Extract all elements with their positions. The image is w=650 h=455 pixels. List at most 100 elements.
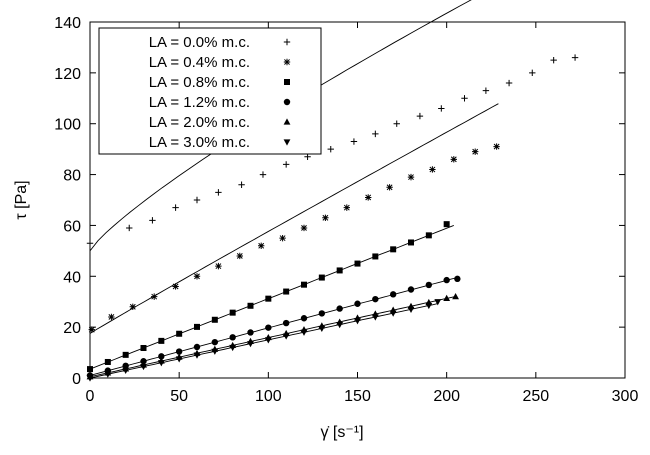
data-point — [386, 184, 393, 191]
data-point — [365, 194, 372, 201]
legend-label: LA = 0.4% m.c. — [149, 54, 250, 71]
data-point — [322, 214, 329, 221]
x-tick-label: 100 — [255, 388, 282, 405]
data-point — [493, 143, 500, 150]
data-point — [454, 275, 461, 283]
data-point — [550, 56, 557, 64]
y-tick-label: 0 — [72, 371, 81, 388]
x-axis-label: γ̇ [s⁻¹] — [320, 424, 363, 441]
y-tick-label: 100 — [54, 117, 81, 134]
data-point — [283, 139, 291, 146]
data-point — [211, 348, 219, 355]
data-point — [425, 232, 432, 239]
data-point — [282, 333, 290, 340]
y-tick-label: 60 — [63, 218, 81, 235]
data-point — [452, 293, 459, 300]
data-point — [193, 273, 201, 280]
data-point — [149, 217, 156, 224]
x-tick-label: 150 — [344, 388, 371, 405]
data-point — [175, 356, 183, 363]
data-point — [211, 338, 219, 346]
data-point — [282, 161, 290, 168]
data-point — [229, 309, 236, 316]
data-point — [443, 294, 451, 302]
data-point — [283, 58, 291, 66]
data-point — [158, 337, 165, 344]
data-point — [140, 358, 147, 365]
data-point — [350, 138, 358, 145]
legend-label: LA = 2.0% m.c. — [149, 114, 250, 131]
data-point — [151, 293, 158, 300]
data-point — [390, 246, 397, 253]
data-point — [193, 196, 201, 204]
data-point — [416, 112, 424, 120]
data-point — [425, 302, 433, 310]
data-point — [247, 341, 254, 348]
y-tick-label: 20 — [63, 320, 81, 337]
data-point — [371, 314, 379, 321]
data-point — [372, 130, 379, 138]
data-point — [172, 283, 179, 290]
x-tick-label: 200 — [433, 388, 460, 405]
data-point — [318, 325, 326, 333]
y-tick-label: 40 — [63, 269, 81, 286]
data-point — [425, 281, 433, 289]
data-point — [282, 319, 290, 327]
data-point — [264, 337, 272, 344]
data-point — [327, 145, 334, 153]
data-point — [318, 310, 326, 317]
data-point — [194, 323, 200, 330]
data-point — [283, 38, 291, 46]
data-point — [336, 305, 343, 312]
data-point — [104, 371, 112, 378]
data-point — [529, 69, 536, 77]
data-point — [571, 54, 579, 61]
data-point — [407, 173, 415, 181]
data-point — [140, 363, 147, 371]
data-point — [175, 348, 183, 355]
axis-ticks — [89, 21, 626, 379]
data-point — [258, 242, 265, 249]
data-point — [434, 299, 442, 306]
data-point — [372, 295, 379, 303]
legend-label: LA = 0.8% m.c. — [149, 74, 250, 91]
y-tick-label: 80 — [63, 168, 81, 185]
legend-box — [98, 27, 322, 155]
data-point — [172, 204, 179, 211]
data-point — [354, 318, 361, 325]
data-point — [215, 262, 222, 270]
data-point — [211, 316, 218, 323]
data-point — [372, 253, 379, 260]
data-point — [450, 156, 457, 163]
data-point — [265, 295, 272, 302]
data-point — [429, 166, 436, 173]
data-point — [343, 204, 350, 211]
data-point — [389, 291, 397, 298]
x-tick-label: 50 — [170, 388, 188, 405]
data-point — [176, 330, 183, 337]
data-point — [229, 344, 237, 352]
data-point — [158, 353, 165, 360]
data-point — [238, 181, 245, 188]
data-point — [88, 326, 95, 333]
data-point — [284, 79, 290, 85]
data-point — [265, 324, 272, 331]
data-point — [108, 313, 115, 321]
data-point — [336, 267, 343, 274]
x-tick-label: 300 — [612, 388, 639, 405]
data-point — [461, 95, 468, 102]
data-point — [304, 153, 311, 160]
data-point — [300, 315, 308, 322]
data-point — [126, 224, 133, 232]
tick-labels: 0 50 100 150 200 250 300 0 20 40 60 80 100 120 140 — [54, 15, 638, 405]
x-tick-label: 250 — [522, 388, 549, 405]
data-point — [236, 252, 243, 260]
fit-line — [89, 103, 499, 334]
x-tick-label: 0 — [86, 388, 95, 405]
data-point — [408, 239, 414, 246]
data-point — [193, 352, 201, 359]
data-point — [336, 322, 344, 329]
data-point — [122, 351, 129, 358]
